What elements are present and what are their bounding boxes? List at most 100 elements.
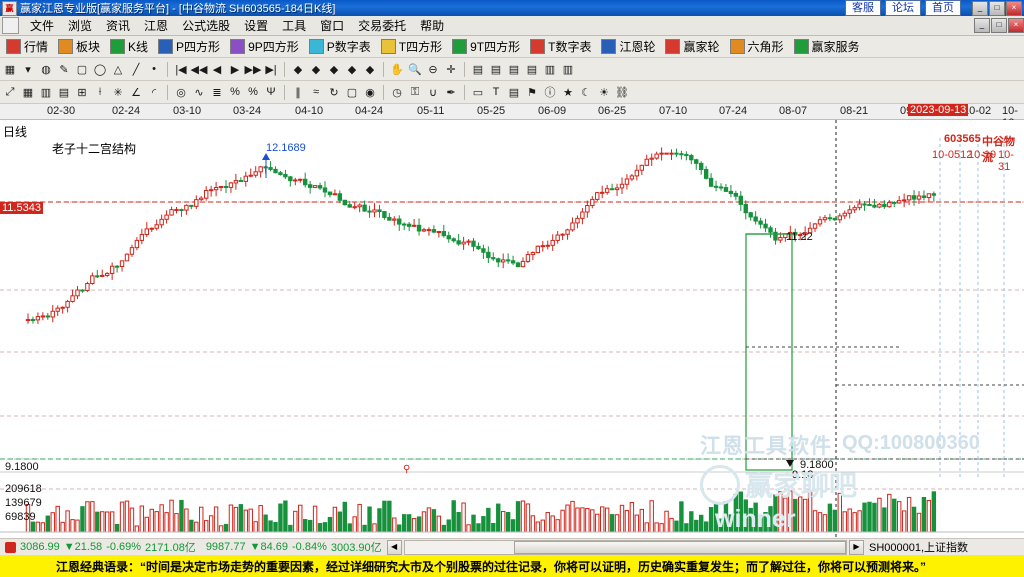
wave-icon[interactable]: ∿ bbox=[194, 86, 204, 99]
close-button[interactable]: × bbox=[1006, 0, 1022, 16]
circle-icon[interactable]: ◯ bbox=[93, 63, 107, 76]
cycle-icon[interactable]: ↻ bbox=[329, 86, 339, 99]
grid-icon[interactable]: ▦ bbox=[22, 86, 34, 99]
chart-icon[interactable]: ▥ bbox=[562, 63, 574, 76]
zoom-out-icon[interactable]: ⊖ bbox=[428, 63, 438, 76]
table-icon[interactable]: ▤ bbox=[526, 63, 538, 76]
eraser-icon[interactable]: ▭ bbox=[472, 86, 484, 99]
table-icon[interactable]: ▤ bbox=[490, 63, 502, 76]
table-icon[interactable]: ▤ bbox=[508, 63, 520, 76]
chart-area[interactable]: ⚲ 日线 老子十二宫结构 11.5343 12.1689 11.22 9.180… bbox=[0, 120, 1024, 538]
line-icon[interactable]: ╱ bbox=[132, 63, 140, 76]
menu-item-browse[interactable]: 浏览 bbox=[68, 19, 93, 33]
toolbar-item-winner-wheel[interactable]: 赢家轮 bbox=[661, 37, 723, 56]
play-right-icon[interactable]: ▶ bbox=[230, 63, 240, 76]
last-page-icon[interactable]: ▶| bbox=[265, 63, 277, 76]
prev-page-icon[interactable]: ◀◀ bbox=[190, 63, 208, 76]
columns-icon[interactable]: ▥ bbox=[40, 86, 52, 99]
toolbar-item-sector[interactable]: 板块 bbox=[54, 37, 104, 56]
fan-icon[interactable]: ✳ bbox=[113, 86, 123, 99]
toolbar-item-p-square[interactable]: P四方形 bbox=[154, 37, 224, 56]
arc-icon[interactable]: ◜ bbox=[151, 86, 157, 99]
ruler-icon[interactable]: ⟊ bbox=[98, 85, 102, 98]
magnet-icon[interactable]: ∪ bbox=[428, 86, 438, 99]
play-left-icon[interactable]: ◀ bbox=[212, 63, 222, 76]
horizontal-scrollbar[interactable] bbox=[403, 539, 847, 555]
table-icon[interactable]: ▤ bbox=[472, 63, 484, 76]
first-page-icon[interactable]: |◀ bbox=[175, 63, 187, 76]
menu-item-trade[interactable]: 交易委托 bbox=[358, 19, 407, 33]
inner-restore-button[interactable]: □ bbox=[991, 18, 1007, 33]
diamond-icon[interactable]: ◆ bbox=[365, 63, 375, 76]
diamond-icon[interactable]: ◆ bbox=[329, 63, 339, 76]
spiral-icon[interactable]: ◎ bbox=[176, 86, 186, 99]
rows-icon[interactable]: ▤ bbox=[58, 86, 70, 99]
toolbar-item-winner-service[interactable]: 赢家服务 bbox=[790, 37, 864, 56]
inner-minimize-button[interactable]: _ bbox=[974, 18, 990, 33]
diamond-icon[interactable]: ◆ bbox=[293, 63, 303, 76]
toolbar-item-t-number-table[interactable]: T数字表 bbox=[526, 37, 595, 56]
moon-icon[interactable]: ☾ bbox=[581, 86, 591, 99]
forum-link[interactable]: 论坛 bbox=[885, 0, 921, 16]
hand-icon[interactable]: ✋ bbox=[390, 63, 404, 76]
menu-item-window[interactable]: 窗口 bbox=[320, 19, 345, 33]
toolbar-item-quotes[interactable]: 行情 bbox=[2, 37, 52, 56]
index-2-cell[interactable]: 9987.77 ▼84.69 -0.84% 3003.90亿 bbox=[201, 539, 387, 555]
flag-icon[interactable]: ⚑ bbox=[527, 86, 537, 99]
pencil-icon[interactable]: ✎ bbox=[59, 63, 69, 76]
inner-close-button[interactable]: × bbox=[1008, 18, 1024, 33]
square-icon[interactable]: ▢ bbox=[346, 86, 358, 99]
channel-icon[interactable]: ∥ bbox=[295, 86, 301, 99]
scroll-left-button[interactable]: ◀ bbox=[386, 539, 402, 555]
homepage-link[interactable]: 首页 bbox=[925, 0, 961, 16]
clock-icon[interactable]: ◷ bbox=[392, 86, 402, 99]
menu-item-formula-screen[interactable]: 公式选股 bbox=[182, 19, 231, 33]
customer-service-link[interactable]: 客服 bbox=[845, 0, 881, 16]
toolbar-item-p-number-table[interactable]: P数字表 bbox=[305, 37, 375, 56]
triangle-icon[interactable]: △ bbox=[113, 63, 123, 76]
toolbar-item-hexagon[interactable]: 六角形 bbox=[726, 37, 788, 56]
toolbar-item-t-square[interactable]: T四方形 bbox=[377, 37, 446, 56]
toolbar-item-gann-wheel[interactable]: 江恩轮 bbox=[597, 37, 659, 56]
menu-item-news[interactable]: 资讯 bbox=[106, 19, 131, 33]
star-icon[interactable]: ★ bbox=[563, 86, 573, 99]
percent-icon[interactable]: % bbox=[248, 86, 258, 98]
info-icon[interactable]: ⓘ bbox=[544, 87, 556, 99]
menu-item-file[interactable]: 文件 bbox=[30, 19, 55, 33]
chevron-down-icon[interactable]: ▾ bbox=[25, 63, 31, 76]
note-icon[interactable]: ▤ bbox=[508, 86, 520, 99]
maximize-button[interactable]: □ bbox=[989, 0, 1005, 16]
expand-icon[interactable]: ⤢ bbox=[5, 85, 15, 98]
diamond-icon[interactable]: ◆ bbox=[347, 63, 357, 76]
menu-item-tools[interactable]: 工具 bbox=[282, 19, 307, 33]
brush-icon[interactable]: ✒ bbox=[446, 86, 456, 99]
sun-icon[interactable]: ☀ bbox=[599, 86, 609, 99]
next-page-icon[interactable]: ▶▶ bbox=[244, 63, 262, 76]
crosshair-icon[interactable]: ✛ bbox=[446, 63, 456, 76]
scale-icon[interactable]: ⊞ bbox=[77, 86, 87, 99]
pct-icon[interactable]: % bbox=[230, 86, 240, 98]
diamond-icon[interactable]: ◆ bbox=[311, 63, 321, 76]
toolbar-item-9p-square[interactable]: 9P四方形 bbox=[226, 37, 303, 56]
menu-item-help[interactable]: 帮助 bbox=[420, 19, 445, 33]
index-1-cell[interactable]: 3086.99 ▼21.58 -0.69% 2171.08亿 bbox=[0, 539, 201, 555]
menu-item-gann[interactable]: 江恩 bbox=[144, 19, 169, 33]
angle-icon[interactable]: ∠ bbox=[131, 86, 141, 99]
lock-icon[interactable]: ⚿ bbox=[410, 85, 420, 98]
scroll-right-button[interactable]: ▶ bbox=[849, 539, 864, 555]
globe-icon[interactable]: ◍ bbox=[41, 63, 51, 76]
grid-icon[interactable]: ▦ bbox=[4, 63, 16, 76]
chart-icon[interactable]: ▥ bbox=[544, 63, 556, 76]
zoom-in-icon[interactable]: 🔍 bbox=[408, 63, 422, 76]
fib-icon[interactable]: ≣ bbox=[212, 86, 222, 99]
toolbar-item-kline[interactable]: K线 bbox=[106, 37, 152, 56]
link-icon[interactable]: ⛓ bbox=[615, 86, 629, 99]
target-icon[interactable]: ◉ bbox=[365, 86, 375, 99]
band-icon[interactable]: ≈ bbox=[312, 86, 320, 98]
pitchfork-icon[interactable]: Ψ bbox=[266, 86, 276, 98]
scrollbar-thumb[interactable] bbox=[514, 540, 846, 554]
square-icon[interactable]: ▢ bbox=[76, 63, 88, 76]
menu-item-settings[interactable]: 设置 bbox=[244, 19, 269, 33]
text-icon[interactable]: T bbox=[492, 86, 500, 98]
dot-icon[interactable]: • bbox=[152, 63, 156, 75]
